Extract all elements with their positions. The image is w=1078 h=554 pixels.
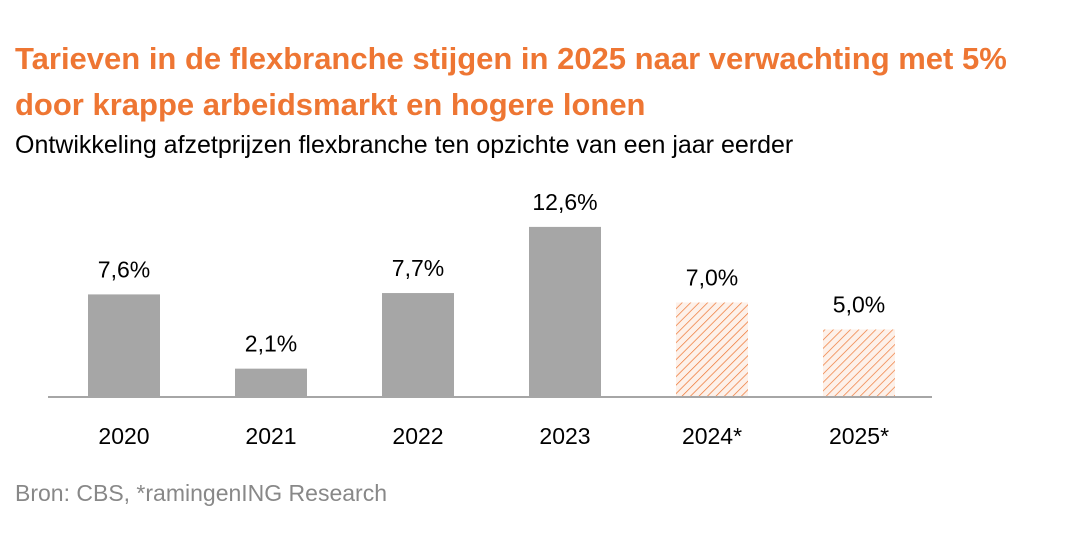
tick-label-2024: 2024* — [682, 423, 742, 449]
bar-2020 — [88, 294, 160, 397]
tick-label-2022: 2022 — [392, 423, 443, 449]
value-label-2023: 12,6% — [532, 189, 597, 215]
value-labels-group: 7,6% 2,1% 7,7% 12,6% 7,0% 5,0% — [98, 189, 885, 357]
tick-label-2025: 2025* — [829, 423, 889, 449]
value-label-2020: 7,6% — [98, 256, 150, 282]
tick-label-2023: 2023 — [539, 423, 590, 449]
bars-group — [88, 226, 895, 397]
value-label-2025: 5,0% — [833, 292, 885, 318]
tick-label-2021: 2021 — [245, 423, 296, 449]
chart-title: Tarieven in de flexbranche stijgen in 20… — [15, 41, 1007, 122]
source-note: Bron: CBS, *ramingenING Research — [15, 480, 387, 506]
value-label-2024: 7,0% — [686, 265, 738, 291]
value-label-2022: 7,7% — [392, 255, 444, 281]
bar-2025 — [823, 329, 895, 397]
tick-label-2020: 2020 — [98, 423, 149, 449]
bar-2023 — [529, 226, 601, 397]
bar-2022 — [382, 293, 454, 397]
chart-subtitle: Ontwikkeling afzetprijzen flexbranche te… — [15, 131, 794, 159]
bar-2024 — [676, 302, 748, 397]
x-tick-labels-group: 2020 2021 2022 2023 2024* 2025* — [98, 423, 889, 449]
value-label-2021: 2,1% — [245, 331, 297, 357]
bar-2021 — [235, 368, 307, 397]
